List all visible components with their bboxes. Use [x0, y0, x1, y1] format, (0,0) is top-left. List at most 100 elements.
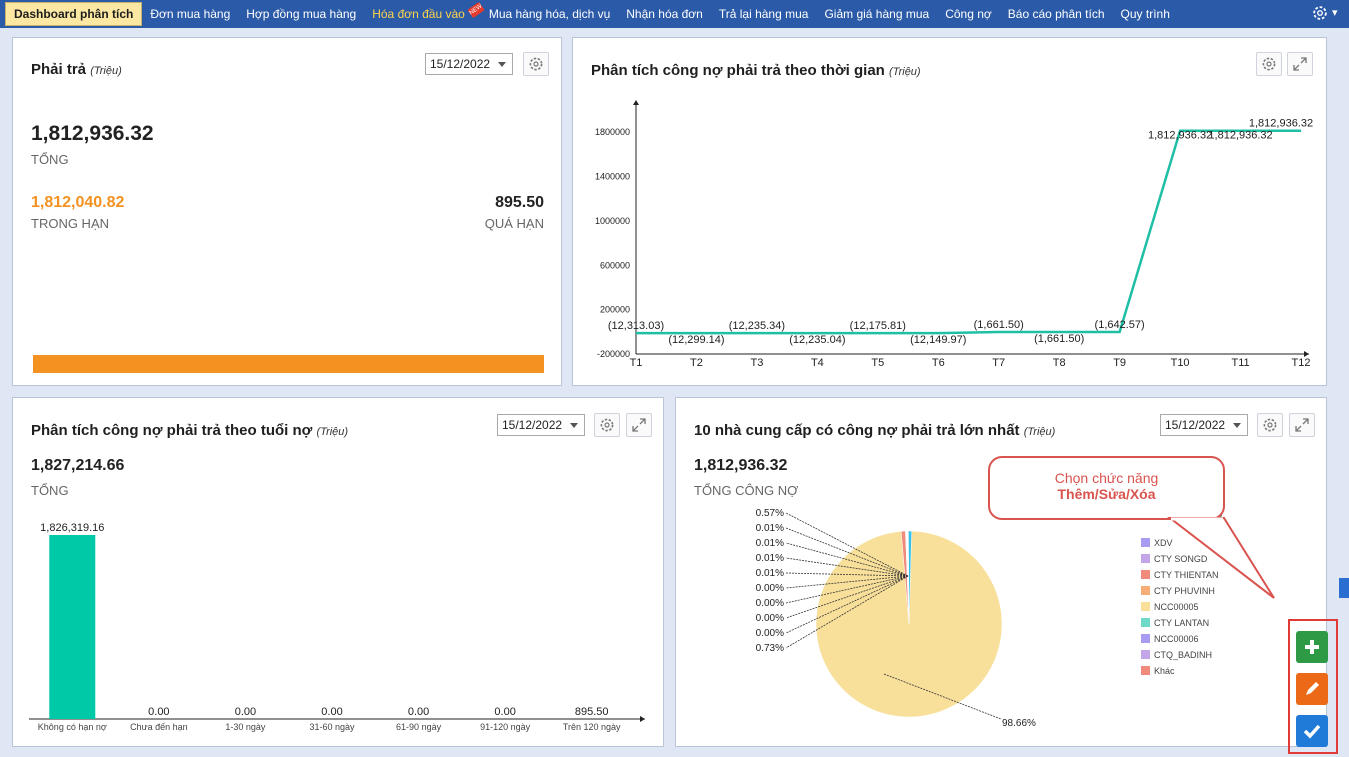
payables-title-text: Phải trả — [31, 61, 87, 78]
payables-title: Phải trả (Triệu) — [31, 61, 122, 78]
callout-line2: Thêm/Sửa/Xóa — [1057, 486, 1156, 502]
tab-purchase-goods[interactable]: Mua hàng hóa, dịch vụ — [488, 7, 611, 21]
top10-date-select[interactable]: 15/12/2022 — [1160, 414, 1248, 436]
top10-expand-button[interactable] — [1289, 413, 1315, 437]
payables-unit: (Triệu) — [90, 65, 122, 77]
data-label: (12,299.14) — [668, 334, 724, 346]
gear-icon — [1263, 418, 1277, 432]
x-tick-label: T11 — [1231, 357, 1249, 369]
data-label: (1,661.50) — [974, 319, 1024, 331]
tab-purchase-contracts[interactable]: Hợp đồng mua hàng — [246, 7, 357, 21]
leader-line — [785, 512, 909, 577]
tab-process[interactable]: Quy trình — [1120, 7, 1170, 21]
x-tick-label: T3 — [750, 357, 763, 369]
tab-receive-invoices[interactable]: Nhận hóa đơn — [626, 7, 703, 21]
legend-swatch — [1141, 634, 1150, 643]
legend-label: CTY THIENTAN — [1154, 570, 1219, 580]
gear-icon — [600, 418, 614, 432]
age-chart-total-label: TỔNG — [31, 483, 69, 498]
x-axis-arrow — [640, 716, 645, 722]
y-tick-label: -200000 — [597, 349, 630, 359]
x-tick-label: T10 — [1171, 357, 1190, 369]
payables-date-value: 15/12/2022 — [430, 57, 491, 71]
age-chart-settings-button[interactable] — [594, 413, 620, 437]
legend-swatch — [1141, 602, 1150, 611]
age-chart-card: Phân tích công nợ phải trả theo tuổi nợ … — [12, 397, 664, 747]
pie-slice-label: 0.01% — [756, 553, 784, 564]
tab-purchase-orders[interactable]: Đơn mua hàng — [150, 7, 231, 21]
y-axis-arrow — [633, 100, 639, 105]
time-chart-card: Phân tích công nợ phải trả theo thời gia… — [572, 37, 1327, 386]
age-chart-expand-button[interactable] — [626, 413, 652, 437]
legend-label: CTY LANTAN — [1154, 618, 1209, 628]
age-bar-chart: 1,826,319.16 Không có hạn nợ 0.00 Chưa đến … — [29, 522, 645, 732]
x-tick-label: 61-90 ngày — [396, 722, 442, 732]
payables-settings-button[interactable] — [523, 52, 549, 76]
nav-tabs: Dashboard phân tích Đơn mua hàng Hợp đồn… — [0, 0, 1349, 28]
tab-purchase-discounts[interactable]: Giảm giá hàng mua — [824, 7, 930, 21]
legend-label: NCC00006 — [1154, 634, 1199, 644]
tab-analysis-reports[interactable]: Báo cáo phân tích — [1007, 7, 1105, 21]
chevron-down-icon[interactable]: ▾ — [1332, 7, 1338, 19]
top10-total-label: TỔNG CÔNG NỢ — [694, 483, 799, 498]
bar-value-label: 0.00 — [235, 706, 256, 718]
x-tick-label: 1-30 ngày — [225, 722, 266, 732]
pie-slice-label: 0.01% — [756, 538, 784, 549]
top10-total: 1,812,936.32 — [694, 457, 788, 474]
tab-input-invoices[interactable]: Hóa đơn đầu vào NEW — [364, 0, 485, 28]
legend-swatch — [1141, 650, 1150, 659]
plus-icon — [1305, 640, 1319, 654]
callout-bubble: Chọn chức năng Thêm/Sửa/Xóa — [988, 456, 1225, 520]
legend-label: NCC00005 — [1154, 602, 1199, 612]
x-tick-label: Không có hạn nợ — [38, 722, 107, 732]
pie-slice-label: 0.01% — [756, 523, 784, 534]
time-chart-settings-button[interactable] — [1256, 52, 1282, 76]
payables-overdue: 895.50 — [495, 194, 544, 211]
age-chart-unit: (Triệu) — [316, 426, 349, 438]
bar-value-label: 0.00 — [494, 706, 515, 718]
leader-line — [785, 557, 909, 577]
chevron-down-icon — [570, 423, 578, 428]
x-tick-label: T5 — [871, 357, 884, 369]
gear-icon[interactable] — [1311, 4, 1329, 22]
data-label: (12,313.03) — [608, 320, 664, 332]
tab-input-invoices-label: Hóa đơn đầu vào — [372, 7, 465, 21]
data-label: (12,149.97) — [910, 334, 966, 346]
legend-label: CTY PHUVINH — [1154, 586, 1215, 596]
pie-slice-label: 0.01% — [756, 568, 784, 579]
bar-value-label: 0.00 — [408, 706, 429, 718]
legend-swatch — [1141, 586, 1150, 595]
bar-value-label: 0.00 — [321, 706, 342, 718]
edit-button[interactable] — [1296, 673, 1328, 705]
x-tick-label: T7 — [992, 357, 1005, 369]
x-tick-label: 31-60 ngày — [309, 722, 355, 732]
tab-dashboard[interactable]: Dashboard phân tích — [5, 2, 143, 26]
legend-label: XDV — [1154, 538, 1173, 548]
bar — [49, 535, 96, 719]
leader-line — [785, 575, 909, 589]
pie-slice-label: 0.00% — [756, 613, 784, 624]
chevron-down-icon — [1233, 423, 1241, 428]
add-button[interactable] — [1296, 631, 1328, 663]
bar-value-label: 0.00 — [148, 706, 169, 718]
x-tick-label: Chưa đến hạn — [130, 722, 188, 732]
legend-swatch — [1141, 538, 1150, 547]
payables-date-select[interactable]: 15/12/2022 — [425, 53, 513, 75]
callout-pointer — [1167, 517, 1275, 599]
confirm-button[interactable] — [1296, 715, 1328, 747]
data-label: 1,812,936.32 — [1148, 130, 1212, 142]
time-chart-expand-button[interactable] — [1287, 52, 1313, 76]
age-chart-date-select[interactable]: 15/12/2022 — [497, 414, 585, 436]
tab-purchase-returns[interactable]: Trả lại hàng mua — [718, 7, 809, 21]
leader-line — [785, 572, 909, 577]
data-label: 1,812,936.32 — [1249, 118, 1313, 130]
tab-debts[interactable]: Công nợ — [945, 7, 992, 21]
payables-in-term-label: TRONG HẠN — [31, 216, 109, 231]
y-tick-label: 1400000 — [595, 172, 630, 182]
top10-card: 10 nhà cung cấp có công nợ phải trả lớn … — [675, 397, 1327, 747]
y-tick-label: 600000 — [600, 260, 630, 270]
side-collapse-tab[interactable] — [1339, 578, 1349, 598]
payables-in-term: 1,812,040.82 — [31, 194, 125, 211]
pie-slice-label: 0.73% — [756, 643, 784, 654]
top10-settings-button[interactable] — [1257, 413, 1283, 437]
